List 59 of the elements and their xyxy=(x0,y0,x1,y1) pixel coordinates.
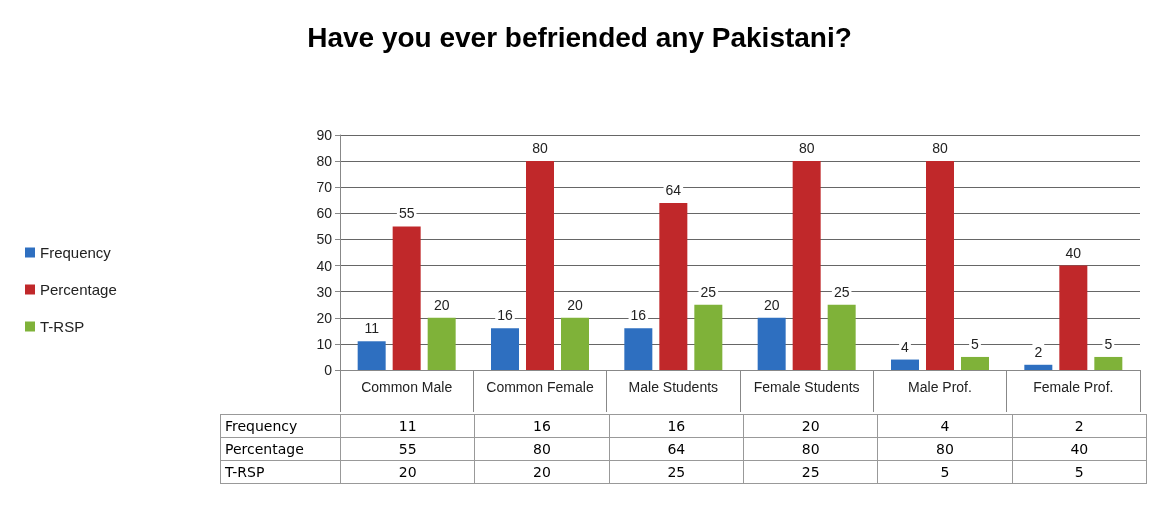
y-tick-label: 80 xyxy=(316,153,333,170)
text: 25 xyxy=(833,283,850,300)
legend-label: Frequency xyxy=(40,244,112,261)
data-label: 55 xyxy=(340,437,475,461)
data-label: 25 xyxy=(743,460,878,484)
text: 20 xyxy=(567,296,583,313)
data-label: 80 xyxy=(877,437,1013,461)
data-label: 20 xyxy=(474,460,610,484)
y-tick-label: 90 xyxy=(316,127,333,143)
x-tick-label: Common Female xyxy=(486,379,594,395)
x-tick-label: Male Prof. xyxy=(908,379,972,395)
data-label: 20 xyxy=(340,460,475,484)
y-tick-label: 30 xyxy=(316,283,333,300)
x-tick-label: Common Male xyxy=(361,379,453,395)
text: 2 xyxy=(1034,343,1043,360)
data-label: 5 xyxy=(877,460,1013,484)
text: 55 xyxy=(398,205,415,222)
text: 5 xyxy=(1104,335,1113,352)
data-label: 16 xyxy=(609,414,744,438)
x-tick-label: Male Students xyxy=(628,379,719,395)
y-tick-label: 20 xyxy=(316,309,333,326)
data-label: 64 xyxy=(609,437,744,461)
x-tick-label: Female Students xyxy=(753,379,860,395)
text: 80 xyxy=(532,140,548,157)
legend-label: Percentage xyxy=(40,281,117,298)
text: 80 xyxy=(798,140,815,157)
text: T-RSP xyxy=(225,464,265,480)
data-label: 80 xyxy=(743,437,878,461)
data-label: 25 xyxy=(609,460,744,484)
text: 16 xyxy=(630,307,647,324)
text: 20 xyxy=(763,296,780,313)
text: Percentage xyxy=(225,441,304,457)
y-tick-label: 40 xyxy=(316,257,333,274)
legend-label: T-RSP xyxy=(40,318,85,335)
y-tick-label: 60 xyxy=(316,205,333,222)
y-tick-label: 70 xyxy=(316,179,333,196)
text: 40 xyxy=(1065,244,1082,261)
data-label: 2 xyxy=(1012,414,1147,438)
text: 25 xyxy=(700,283,717,300)
text: 20 xyxy=(433,296,450,313)
text: 64 xyxy=(665,181,682,198)
text: 80 xyxy=(932,140,948,157)
y-tick-label: 0 xyxy=(324,362,333,378)
text: Frequency xyxy=(225,418,298,434)
y-tick-label: 50 xyxy=(316,231,333,248)
data-label: 80 xyxy=(474,437,610,461)
chart-title: Have you ever befriended any Pakistani? xyxy=(307,21,852,53)
x-tick-label: Female Prof. xyxy=(1033,379,1114,395)
data-label: 11 xyxy=(340,414,475,438)
text: 4 xyxy=(901,338,909,355)
y-tick-label: 10 xyxy=(316,335,333,352)
text: 11 xyxy=(364,320,379,337)
text: 5 xyxy=(971,335,979,352)
data-label: 20 xyxy=(743,414,878,438)
data-label: 4 xyxy=(877,414,1013,438)
text: 16 xyxy=(497,307,513,324)
data-label: 5 xyxy=(1012,460,1147,484)
data-label: 40 xyxy=(1012,437,1147,461)
data-label: 16 xyxy=(474,414,610,438)
